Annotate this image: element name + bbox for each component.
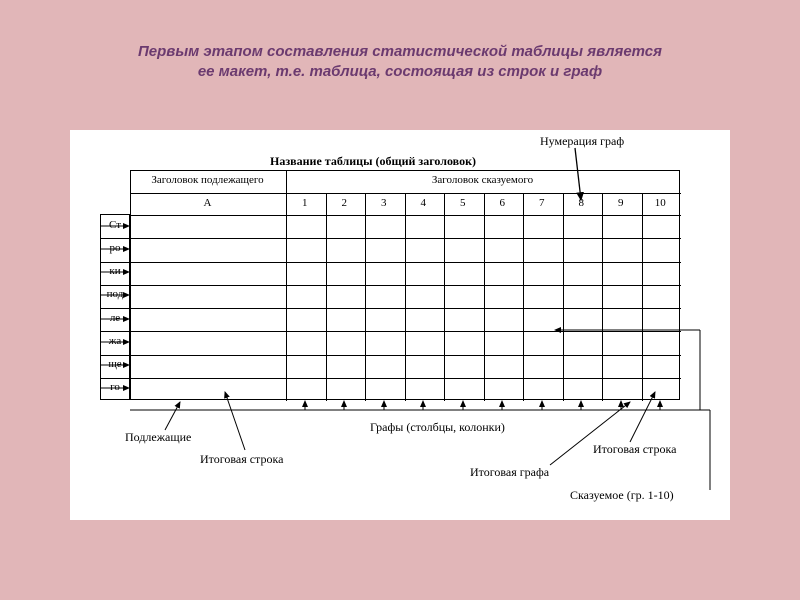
row-syll-3: под <box>100 288 130 300</box>
col-10: 10 <box>641 197 681 209</box>
header-predicate: Заголовок сказуемого <box>285 174 680 186</box>
row-syll-0: Ст <box>100 219 130 231</box>
row-syll-6: ще <box>100 358 130 370</box>
label-summary-row-left: Итоговая строка <box>200 452 283 467</box>
label-subjects: Подлежащие <box>125 430 191 445</box>
col-3: 3 <box>364 197 404 209</box>
label-columns-caption: Графы (столбцы, колонки) <box>370 420 505 435</box>
row-syll-2: ки <box>100 265 130 277</box>
diagram-panel: Нумерация граф Название таблицы (общий з… <box>70 130 730 520</box>
row-syll-1: ро <box>100 242 130 254</box>
label-predicate-range: Сказуемое (гр. 1-10) <box>570 488 674 503</box>
col-4: 4 <box>404 197 444 209</box>
row-syll-7: го <box>100 381 130 393</box>
col-A: А <box>130 197 285 209</box>
row-syll-4: ле <box>100 312 130 324</box>
label-summary-column: Итоговая графа <box>470 465 549 480</box>
label-numbering: Нумерация граф <box>540 134 624 149</box>
col-8: 8 <box>562 197 602 209</box>
col-1: 1 <box>285 197 325 209</box>
col-9: 9 <box>601 197 641 209</box>
label-table-name: Название таблицы (общий заголовок) <box>270 154 476 169</box>
col-5: 5 <box>443 197 483 209</box>
col-6: 6 <box>483 197 523 209</box>
row-syll-5: жа <box>100 335 130 347</box>
page-title: Первым этапом составления статистической… <box>130 42 670 83</box>
header-subject: Заголовок подлежащего <box>130 174 285 186</box>
col-7: 7 <box>522 197 562 209</box>
col-2: 2 <box>325 197 365 209</box>
label-summary-row-right: Итоговая строка <box>593 442 676 457</box>
